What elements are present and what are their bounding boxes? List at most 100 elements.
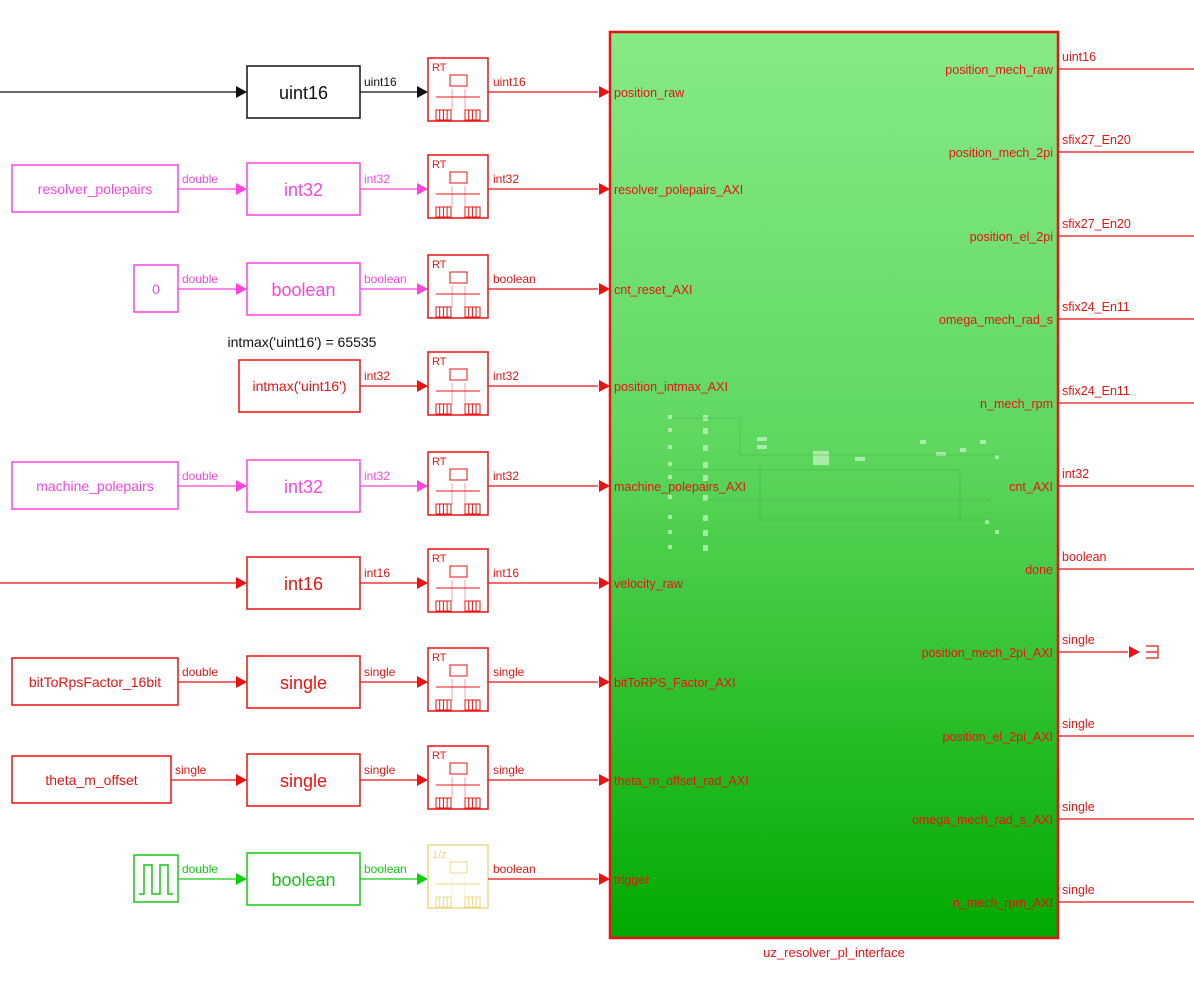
subsystem-output-port-label: position_el_2pi_AXI [943,730,1054,744]
rt-label: RT [432,356,447,368]
rt-label: RT [432,652,447,664]
subsystem-output-port-label: position_mech_2pi_AXI [922,646,1053,660]
arrowhead-icon [417,480,428,492]
constant-block[interactable]: bitToRpsFactor_16bit [11,657,179,706]
constant-block[interactable]: 0 [133,264,179,313]
data-type-conversion-block[interactable]: single [246,655,361,709]
rt-label: 1/z [432,849,447,861]
signal-row: bitToRpsFactor_16bit double single single RT… [11,647,736,712]
subsystem-output-port-label: cnt_AXI [1009,480,1053,494]
data-type-conversion-block[interactable]: int16 [246,556,361,610]
arrowhead-icon [599,774,610,786]
signal-datatype-label: int16 [364,566,390,580]
subsystem-output-port-label: position_mech_raw [945,63,1054,77]
signal-row: uint16 uint16 RT uint16 position_raw [0,57,685,122]
signal-datatype-label: sfix27_En20 [1062,133,1131,147]
signal-datatype-label: int32 [364,369,390,383]
unit-delay-block[interactable]: 1/z [427,844,489,909]
subsystem-output: position_el_2pi sfix27_En20 [970,217,1194,244]
signal-datatype-label: double [182,172,218,186]
arrowhead-icon [236,283,247,295]
data-type-conversion-block[interactable]: int32 [246,162,361,216]
subsystem-input-port-label: position_raw [614,86,685,100]
signal-datatype-label: int32 [493,172,519,186]
pulse-generator-block[interactable] [133,854,179,903]
annotation-text: intmax('uint16') = 65535 [228,334,377,350]
rate-transition-block[interactable]: RT [427,647,489,712]
rate-transition-icon [435,368,481,415]
block-label: single [280,673,327,693]
constant-block[interactable]: resolver_polepairs [11,164,179,213]
data-type-conversion-block[interactable]: boolean [246,852,361,906]
signal-datatype-label: int32 [493,469,519,483]
arrowhead-icon [599,676,610,688]
arrowhead-icon [236,480,247,492]
arrowhead-icon [599,86,610,98]
subsystem-output-port-label: position_el_2pi [970,230,1053,244]
signal-row: 0 double boolean boolean RT boolean cnt_reset_… [133,254,693,319]
data-type-conversion-block[interactable]: single [246,753,361,807]
rate-transition-block[interactable]: RT [427,351,489,416]
rate-transition-block[interactable]: RT [427,57,489,122]
subsystem-uz-resolver-pl-interface[interactable] [608,30,1060,940]
subsystem-input-port-label: theta_m_offset_rad_AXI [614,774,749,788]
subsystem-content-thumbnail [668,415,1000,551]
rt-label: RT [432,259,447,271]
subsystem-output: position_mech_2pi_AXI single [922,633,1159,660]
signal-row: theta_m_offset single single single RT single… [11,745,749,810]
pulse-generator-icon [139,864,173,895]
subsystem-output-port-label: n_mech_rpm_AXI [953,896,1053,910]
constant-block[interactable]: machine_polepairs [11,461,179,510]
data-type-conversion-block[interactable]: int32 [246,459,361,513]
signal-datatype-label: int32 [364,469,390,483]
arrowhead-icon [599,480,610,492]
arrowhead-icon [236,577,247,589]
signal-datatype-label: sfix24_En11 [1062,384,1130,398]
rate-transition-block[interactable]: RT [427,745,489,810]
constant-block[interactable]: theta_m_offset [11,755,172,804]
rt-label: RT [432,62,447,74]
subsystem-output: n_mech_rpm_AXI single [953,883,1194,910]
signal-row: double boolean boolean 1/z boolean trigger [133,844,649,909]
constant-block[interactable]: intmax('uint16') [238,359,361,413]
signal-datatype-label: sfix27_En20 [1062,217,1131,231]
signal-datatype-label: single [493,763,525,777]
arrowhead-icon [417,774,428,786]
arrowhead-icon [599,183,610,195]
subsystem-output: cnt_AXI int32 [1009,467,1194,494]
constant-value: 0 [152,281,160,297]
signal-datatype-label: int32 [1062,467,1089,481]
rate-transition-block[interactable]: RT [427,254,489,319]
signal-datatype-label: double [182,469,218,483]
subsystem-output: omega_mech_rad_s sfix24_En11 [939,300,1194,327]
block-label: intmax('uint16') [252,378,346,394]
arrowhead-icon [417,86,428,98]
rate-transition-block[interactable]: RT [427,154,489,219]
signal-datatype-label: single [1062,633,1095,647]
signal-datatype-label: boolean [364,862,407,876]
arrowhead-icon [236,873,247,885]
subsystem-input-port-label: trigger [614,873,649,887]
block-label: uint16 [279,83,328,103]
terminator-block[interactable] [1146,645,1159,659]
signal-datatype-label: double [182,862,218,876]
data-type-conversion-block[interactable]: boolean [246,262,361,316]
subsystem-output: position_mech_2pi sfix27_En20 [949,133,1194,160]
signal-datatype-label: boolean [364,272,407,286]
rate-transition-block[interactable]: RT [427,548,489,613]
data-type-conversion-block[interactable]: uint16 [246,65,361,119]
signal-datatype-label: single [175,763,207,777]
signal-datatype-label: single [493,665,525,679]
signal-datatype-label: double [182,272,218,286]
subsystem-name: uz_resolver_pl_interface [763,945,905,960]
arrowhead-icon [236,183,247,195]
rt-label: RT [432,553,447,565]
arrowhead-icon [599,577,610,589]
signal-datatype-label: boolean [493,862,536,876]
rt-label: RT [432,750,447,762]
rate-transition-block[interactable]: RT [427,451,489,516]
subsystem-input-port-label: velocity_raw [614,577,684,591]
signal-datatype-label: double [182,665,218,679]
arrowhead-icon [599,380,610,392]
